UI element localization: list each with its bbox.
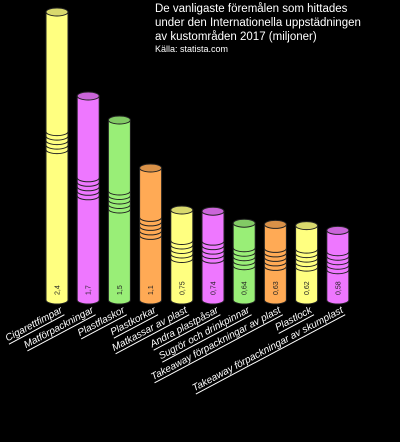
data-label-1: 1,7 [86,285,93,295]
bar-top-2 [107,115,131,125]
data-label-5: 0,74 [211,281,218,295]
bar-9: 0,58 [326,225,350,305]
bar-7: 0,63 [263,219,287,305]
bar-0: 2,4 [45,7,69,305]
bar-top-0 [45,7,69,17]
bar-body-0 [45,11,69,305]
bar-top-7 [263,219,287,229]
data-label-6: 0,64 [242,281,249,295]
bar-top-5 [201,206,225,216]
bar-top-6 [232,218,256,228]
bar-top-3 [139,163,163,173]
category-underline-6 [162,314,252,363]
bar-coil-8 [295,248,319,272]
bar-coil-2 [107,190,131,214]
bar-coil-5 [201,241,225,264]
bar-body-3 [139,167,163,305]
bar-coil-7 [263,248,287,271]
data-label-0: 2,4 [55,285,62,295]
bar-1: 1,7 [76,91,100,305]
category-underline-7 [154,314,284,384]
bar-body-8 [295,225,319,305]
bar-top-9 [326,225,350,235]
data-label-3: 1,1 [148,285,155,295]
bar-body-5 [201,210,225,305]
chart-source: Källa: statista.com [155,44,228,54]
chart-title-line-3: av kustområden 2017 (miljoner) [155,31,317,43]
data-label-8: 0,62 [304,281,311,295]
chart-title: De vanligaste föremålen som hittades und… [155,3,361,54]
bar-3: 1,1 [139,163,163,305]
category-underline-9 [195,314,346,395]
bar-coil-0 [45,131,69,155]
chart-title-line-1: De vanligaste föremålen som hittades [155,3,348,15]
data-label-9: 0,58 [335,281,342,295]
data-label-7: 0,63 [273,281,280,295]
category-underline-0 [8,314,65,345]
bar-coil-1 [76,177,100,201]
bar-5: 0,74 [201,206,225,305]
category-underline-4 [115,314,190,355]
bar-4: 0,75 [170,205,194,305]
bar-body-4 [170,209,194,305]
bar-8: 0,62 [295,221,319,305]
bar-top-1 [76,91,100,101]
bar-body-6 [232,222,256,305]
bar-top-4 [170,205,194,215]
bars: 2,4 1,7 1,5 1,1 0,75 0,74 0,64 0,63 0,62 0,58 [45,7,350,305]
bar-coil-4 [170,240,194,263]
bar-coil-3 [139,217,163,240]
category-underline-3 [113,314,159,339]
category-underline-2 [80,314,128,340]
bar-body-7 [263,223,287,305]
data-label-2: 1,5 [117,285,124,295]
category-underline-8 [278,314,315,334]
category-underline-1 [27,314,96,352]
bar-2: 1,5 [107,115,131,305]
bar-body-9 [326,229,350,305]
category-labels: CigarettfimparMatförpackningarPlastflask… [4,304,346,395]
bar-coil-6 [232,247,256,271]
data-label-4: 0,75 [179,281,186,295]
category-underline-5 [153,314,221,351]
chart-title-line-2: under den Internationella uppstädningen [155,17,361,29]
bar-body-2 [107,119,131,305]
bar-6: 0,64 [232,218,256,305]
bar-coil-9 [326,251,350,275]
bar-top-8 [295,221,319,231]
